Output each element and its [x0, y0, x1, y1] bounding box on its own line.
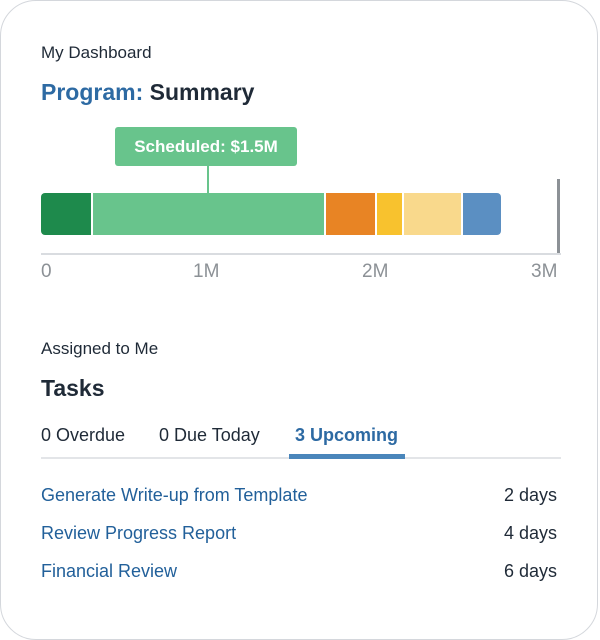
- tooltip-stem: [207, 166, 209, 193]
- tick-label: 1M: [193, 261, 220, 282]
- limit-marker: [557, 179, 560, 253]
- bar-segment[interactable]: [93, 193, 325, 235]
- program-title-main: Summary: [149, 79, 255, 105]
- scheduled-tooltip: Scheduled: $1.5M: [115, 127, 297, 166]
- x-axis: [41, 253, 561, 255]
- tick-label: 2M: [362, 261, 389, 282]
- tick-label: 0: [41, 261, 52, 282]
- tab-due-today[interactable]: 0 Due Today: [159, 425, 260, 445]
- program-title: Program: Summary: [41, 79, 254, 106]
- task-due: 4 days: [503, 523, 557, 543]
- tick-label: 3M: [531, 261, 558, 282]
- task-link[interactable]: Generate Write-up from Template: [41, 485, 308, 505]
- dashboard-eyebrow: My Dashboard: [41, 43, 152, 62]
- bar-segment[interactable]: [41, 193, 92, 235]
- tasks-title: Tasks: [41, 375, 105, 401]
- bar-segment[interactable]: [376, 193, 402, 235]
- tab-overdue[interactable]: 0 Overdue: [41, 425, 126, 445]
- tab-upcoming[interactable]: 3 Upcoming: [295, 425, 399, 445]
- program-title-accent: Program:: [41, 79, 144, 105]
- active-tab-indicator: [289, 454, 405, 459]
- bar-segment[interactable]: [462, 193, 502, 235]
- task-link[interactable]: Review Progress Report: [41, 523, 237, 543]
- bar-segment[interactable]: [403, 193, 461, 235]
- task-link[interactable]: Financial Review: [41, 561, 178, 581]
- task-due: 6 days: [503, 561, 557, 581]
- bar-segment[interactable]: [326, 193, 375, 235]
- task-due: 2 days: [503, 485, 557, 505]
- tasks-eyebrow: Assigned to Me: [41, 339, 159, 358]
